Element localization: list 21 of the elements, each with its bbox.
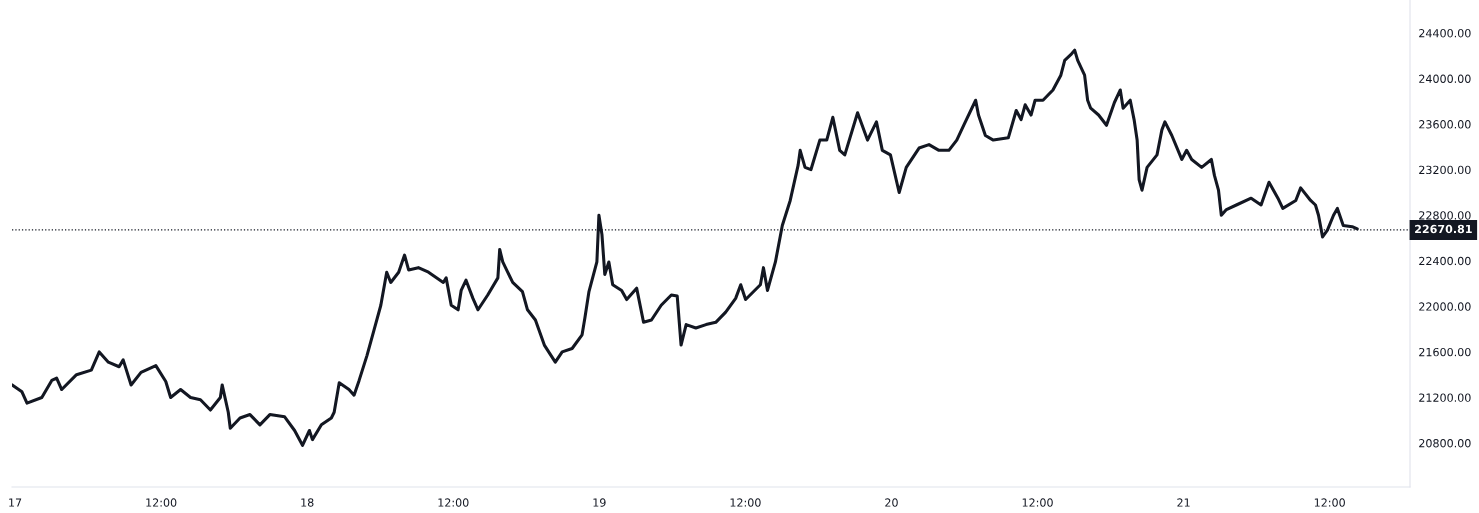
- x-tick-label: 12:00: [438, 498, 469, 507]
- y-tick-label: 23600.00: [1419, 120, 1471, 129]
- x-tick-label: 12:00: [146, 498, 177, 507]
- x-tick-label: 21: [1177, 498, 1190, 507]
- y-tick-label: 22800.00: [1419, 211, 1471, 220]
- x-tick-label: 20: [885, 498, 898, 507]
- y-tick-label: 24000.00: [1419, 74, 1471, 83]
- x-tick-label: 18: [301, 498, 314, 507]
- y-tick-label: 22400.00: [1419, 256, 1471, 266]
- x-tick-label: 12:00: [1314, 498, 1345, 507]
- x-tick-label: 12:00: [1022, 498, 1053, 507]
- x-tick-label: 19: [593, 498, 606, 507]
- ref-line-label: 22670.81: [1415, 224, 1472, 234]
- y-tick-label: 21600.00: [1419, 347, 1471, 357]
- y-tick-label: 24400.00: [1419, 29, 1471, 38]
- x-tick-label: 17: [9, 498, 22, 507]
- y-tick-label: 23200.00: [1419, 165, 1471, 175]
- y-tick-label: 22000.00: [1419, 302, 1471, 311]
- y-tick-label: 20800.00: [1419, 439, 1471, 448]
- x-tick-label: 12:00: [730, 498, 761, 507]
- y-tick-label: 21200.00: [1419, 393, 1471, 402]
